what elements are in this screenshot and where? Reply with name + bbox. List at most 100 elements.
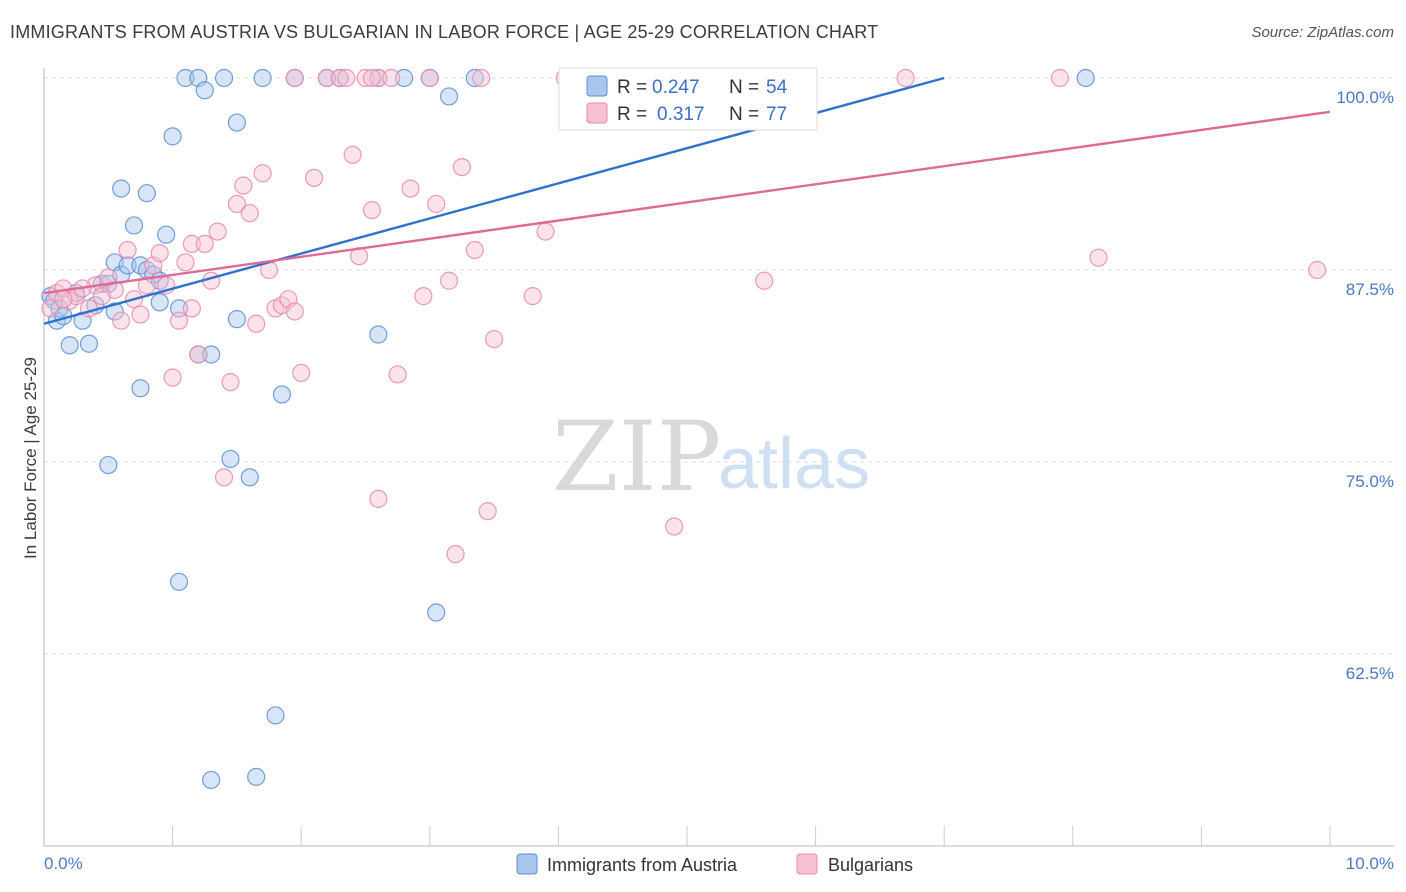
data-point-austria xyxy=(240,468,259,487)
data-point-bulgarians xyxy=(369,489,388,508)
chart-title: IMMIGRANTS FROM AUSTRIA VS BULGARIAN IN … xyxy=(10,22,879,42)
data-point-austria xyxy=(227,310,246,329)
y-tick-label: 87.5% xyxy=(1346,280,1394,299)
data-point-bulgarians xyxy=(337,68,356,88)
data-point-austria xyxy=(427,603,446,622)
data-point-bulgarians xyxy=(1308,260,1327,280)
data-point-bulgarians xyxy=(465,240,484,260)
bottom-legend-label-austria: Immigrants from Austria xyxy=(547,855,738,875)
data-point-austria xyxy=(266,706,285,725)
data-point-bulgarians xyxy=(452,157,472,177)
x-tick-labels: 0.0% 10.0% xyxy=(44,854,1394,873)
data-point-bulgarians xyxy=(92,287,111,306)
data-point-bulgarians xyxy=(439,271,459,290)
bottom-legend-swatch-bulgarians xyxy=(796,853,818,875)
data-point-austria xyxy=(247,767,266,786)
legend-n-value-austria: 54 xyxy=(766,77,788,98)
data-point-austria xyxy=(1076,68,1095,88)
data-point-austria xyxy=(99,455,118,475)
data-point-bulgarians xyxy=(401,179,420,198)
data-point-bulgarians xyxy=(330,68,349,88)
y-axis-label: In Labor Force | Age 25-29 xyxy=(21,357,40,559)
data-point-austria xyxy=(105,302,124,321)
data-point-austria xyxy=(79,334,99,353)
data-point-bulgarians xyxy=(343,145,362,164)
data-point-bulgarians xyxy=(362,200,382,220)
data-point-bulgarians xyxy=(388,365,407,384)
data-point-bulgarians xyxy=(79,299,99,318)
data-point-bulgarians xyxy=(362,68,382,88)
data-point-bulgarians xyxy=(536,222,555,241)
data-point-bulgarians xyxy=(285,68,304,88)
data-point-bulgarians xyxy=(214,468,234,487)
legend-swatch-austria xyxy=(586,75,608,97)
data-point-austria xyxy=(60,336,79,355)
data-point-bulgarians xyxy=(414,287,433,306)
data-point-bulgarians xyxy=(427,194,446,214)
legend-r-label-bulgarians: R = xyxy=(617,104,647,125)
data-point-bulgarians xyxy=(896,68,915,88)
data-point-bulgarians xyxy=(485,330,504,349)
data-point-austria xyxy=(439,87,459,106)
data-point-austria xyxy=(227,113,246,132)
data-point-bulgarians xyxy=(240,204,259,223)
data-point-bulgarians xyxy=(1089,248,1108,267)
data-point-bulgarians xyxy=(247,314,266,333)
data-point-bulgarians xyxy=(523,287,542,306)
bottom-legend: Immigrants from Austria Bulgarians xyxy=(516,853,913,875)
data-point-bulgarians xyxy=(189,345,208,364)
legend-box: R = 0.247 N = 54 R = 0.317 N = 77 xyxy=(558,67,818,131)
data-point-austria xyxy=(176,68,195,88)
data-point-bulgarians xyxy=(317,68,337,88)
data-point-bulgarians xyxy=(285,302,304,321)
legend-n-label-bulgarians: N = xyxy=(729,104,759,125)
legend-r-label-austria: R = xyxy=(617,77,647,98)
y-tick-label: 100.0% xyxy=(1336,88,1394,107)
x-tick-label: 0.0% xyxy=(44,854,83,873)
data-point-austria xyxy=(195,81,214,100)
data-point-austria xyxy=(131,379,150,398)
data-point-bulgarians xyxy=(227,194,246,214)
data-point-austria xyxy=(221,449,240,469)
data-point-bulgarians xyxy=(112,311,131,330)
data-point-bulgarians xyxy=(163,368,182,387)
y-tick-label: 62.5% xyxy=(1346,664,1394,683)
data-point-austria xyxy=(163,127,182,146)
data-point-bulgarians xyxy=(137,276,156,295)
data-point-bulgarians xyxy=(118,240,137,260)
data-point-austria xyxy=(150,293,169,312)
data-point-austria xyxy=(202,770,221,790)
bottom-legend-label-bulgarians: Bulgarians xyxy=(828,855,913,875)
data-point-bulgarians xyxy=(234,176,253,195)
data-point-austria xyxy=(394,68,414,88)
legend-r-value-austria: 0.247 xyxy=(652,77,700,98)
data-point-austria xyxy=(157,225,176,244)
data-point-bulgarians xyxy=(150,244,169,263)
data-point-bulgarians xyxy=(420,68,439,88)
data-point-bulgarians xyxy=(382,68,401,88)
data-point-bulgarians xyxy=(472,68,491,88)
legend-swatch-bulgarians xyxy=(586,102,608,124)
data-point-bulgarians xyxy=(253,164,272,183)
data-point-bulgarians xyxy=(54,290,73,309)
chart-source: Source: ZipAtlas.com xyxy=(1251,24,1394,41)
data-point-austria xyxy=(124,216,144,235)
y-tick-labels: 62.5% 75.0% 87.5% 100.0% xyxy=(1336,88,1394,683)
data-point-bulgarians xyxy=(169,311,189,330)
data-point-bulgarians xyxy=(304,168,324,187)
data-point-bulgarians xyxy=(208,222,227,241)
data-point-austria xyxy=(369,325,388,344)
data-point-austria xyxy=(465,68,484,88)
bottom-legend-swatch-austria xyxy=(516,853,538,875)
data-point-bulgarians xyxy=(292,363,311,383)
data-point-austria xyxy=(202,345,221,364)
y-tick-label: 75.0% xyxy=(1346,472,1394,491)
x-tick-label: 10.0% xyxy=(1346,854,1394,873)
data-point-bulgarians xyxy=(176,253,195,272)
data-point-bulgarians xyxy=(1050,68,1070,88)
legend-r-value-bulgarians: 0.317 xyxy=(657,104,705,125)
legend-n-value-bulgarians: 77 xyxy=(766,104,787,125)
axes xyxy=(43,68,1394,847)
data-point-austria xyxy=(112,179,131,198)
